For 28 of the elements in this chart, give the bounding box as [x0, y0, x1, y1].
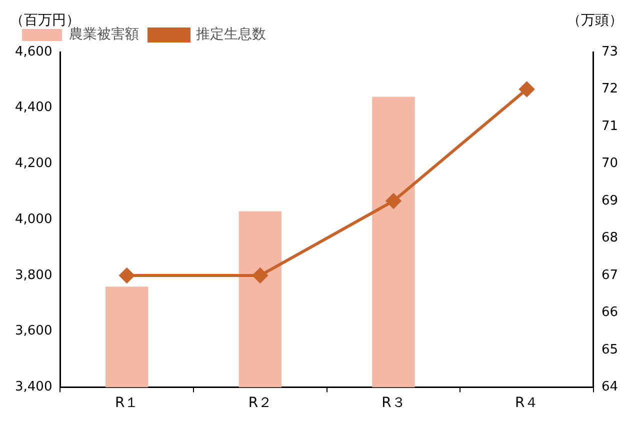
point [386, 193, 401, 208]
legend-label: 推定生息数 [196, 26, 266, 43]
y2-tick-label: 72 [601, 82, 618, 97]
y2-tick-label: 64 [601, 380, 618, 395]
y-tick-label: 4,000 [15, 212, 52, 227]
point [119, 268, 134, 283]
x-tick-label: R１ [115, 395, 139, 412]
x-tick-label: R４ [514, 395, 539, 412]
y2-tick-label: 69 [601, 193, 618, 208]
y2-tick-label: 67 [601, 268, 618, 283]
x-tick-label: R３ [382, 395, 406, 412]
point [519, 82, 534, 97]
point [252, 268, 268, 283]
y-tick-label: 4,600 [15, 44, 52, 60]
y-tick-label: 3,400 [15, 380, 52, 395]
legend-label: 農業被害額 [69, 26, 139, 43]
y-tick-label: 3,600 [15, 324, 52, 339]
y2-tick-label: 65 [601, 342, 618, 358]
y2-tick-label: 73 [601, 44, 618, 60]
y-tick-label: 4,200 [15, 156, 52, 172]
y-tick-label: 4,400 [15, 100, 52, 116]
y2-tick-label: 71 [601, 118, 618, 134]
y2-tick-label: 68 [601, 230, 618, 246]
x-tick-label: R２ [248, 395, 272, 412]
y-tick-label: 3,800 [15, 268, 52, 283]
y2-axis-title: （万頭） [567, 12, 623, 29]
y2-tick-label: 66 [601, 305, 618, 320]
y2-tick-label: 70 [601, 156, 618, 172]
